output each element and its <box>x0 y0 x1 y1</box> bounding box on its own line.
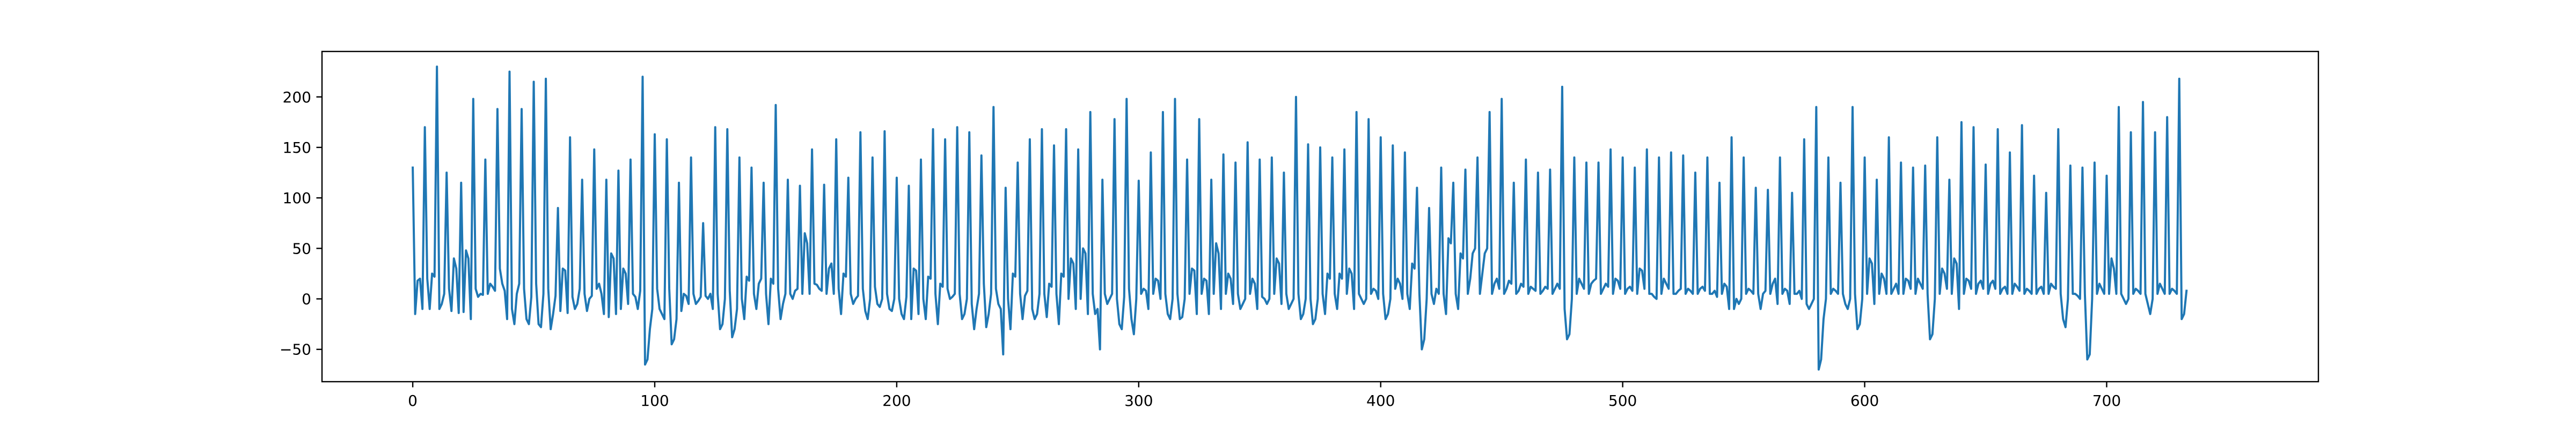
x-tick-label: 600 <box>1850 392 1879 410</box>
y-tick-label: −50 <box>280 341 311 359</box>
x-tick-label: 400 <box>1366 392 1395 410</box>
plot-background <box>322 51 2318 382</box>
x-axis: 0 100 200 300 400 500 600 700 <box>408 382 2121 410</box>
y-axis: −50 0 50 100 150 200 <box>280 88 322 359</box>
y-tick-label: 50 <box>292 240 311 257</box>
x-tick-label: 0 <box>408 392 418 410</box>
y-tick-label: 100 <box>283 189 311 207</box>
x-tick-label: 300 <box>1124 392 1153 410</box>
x-tick-label: 700 <box>2092 392 2121 410</box>
y-tick-label: 150 <box>283 139 311 157</box>
series-layer <box>412 65 2188 371</box>
x-tick-label: 100 <box>640 392 669 410</box>
x-tick-label: 200 <box>882 392 911 410</box>
plot-frame <box>321 50 2319 383</box>
y-tick-label: 200 <box>283 88 311 106</box>
y-tick-label: 0 <box>302 291 311 308</box>
series-line-0 <box>412 65 2188 371</box>
x-tick-label: 500 <box>1608 392 1637 410</box>
